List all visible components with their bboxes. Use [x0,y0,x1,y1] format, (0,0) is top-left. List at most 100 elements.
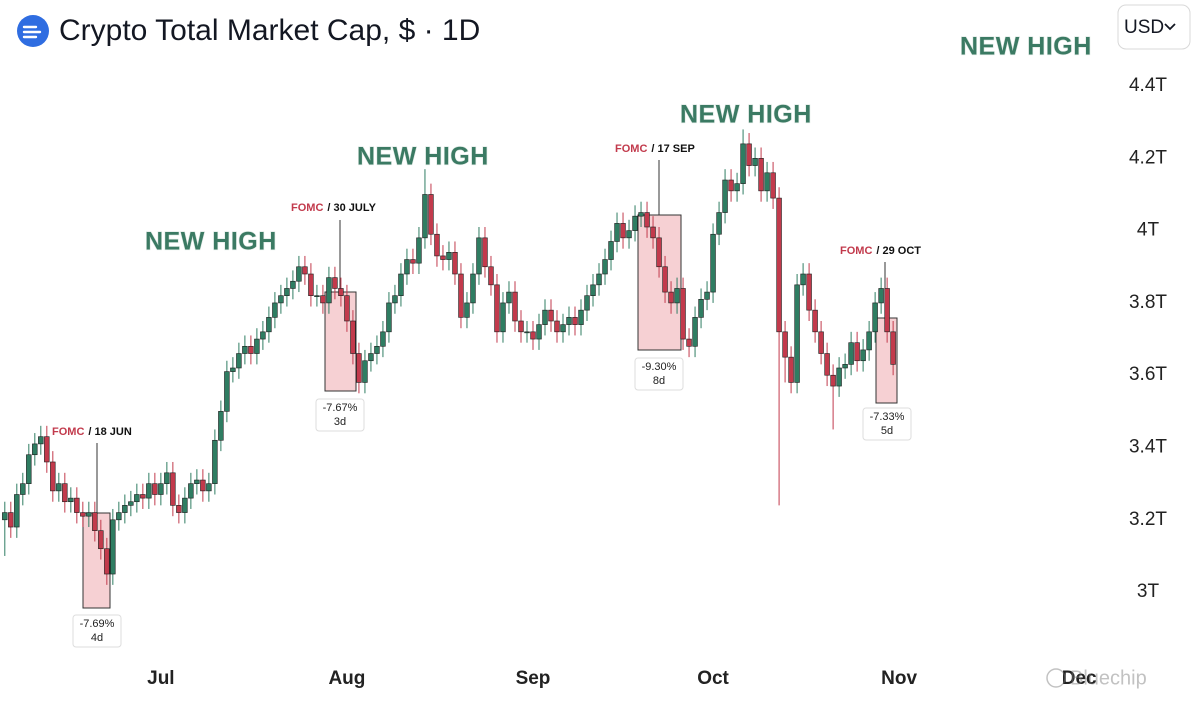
candle-body [98,530,104,550]
candle-body [734,183,740,192]
candle-body [842,364,848,369]
candle-body [812,309,818,333]
dropdown-arrow[interactable] [1164,23,1176,31]
candle-body [80,512,86,517]
candle-body [374,345,380,354]
candle-body [866,331,872,351]
candle-body [122,505,128,513]
candle-body [338,288,344,296]
candle-body [302,266,308,275]
candle-body [380,331,386,347]
result-duration: 8d [653,375,665,387]
candle-body [392,295,398,304]
candle-body [56,483,62,492]
candle-body [572,317,578,325]
candle-body [464,302,470,318]
candle-body [308,273,314,296]
candle-body [146,483,152,499]
candle-body [602,259,608,275]
fomc-label: FOMC / 18 JUN [52,426,132,438]
candle-body [116,512,122,521]
candle-body [470,273,476,304]
candle-body [776,197,782,333]
candle-body [20,483,26,495]
candle-body [674,288,680,304]
fomc-date: / 29 OCT [876,245,921,257]
result-change: -9.30% [642,361,677,373]
candle-body [848,342,854,365]
candle-body [398,273,404,296]
candle-body [518,320,524,333]
candle-body [218,411,224,441]
candle-body [404,259,410,275]
candle-body [8,512,14,528]
candle-body [68,497,74,503]
candle-body [290,280,296,289]
candle-body [182,497,188,513]
candle-body [668,291,674,304]
y-tick-label: 3.2T [1129,509,1167,530]
candle-body [164,472,170,484]
candle-body [224,371,230,412]
candle-body [830,374,836,387]
candle-body [554,320,560,333]
candle-body [770,172,776,199]
candle-body [200,479,206,492]
candle-body [578,309,584,325]
y-tick-label: 4T [1137,220,1160,241]
fomc-word: FOMC [52,426,84,438]
candle-body [590,284,596,296]
candle-body [410,259,416,264]
candle-body [512,291,518,322]
fomc-date: / 17 SEP [651,143,694,155]
candle-body [818,331,824,354]
candle-body [326,277,332,304]
fomc-range [637,214,682,351]
new-high-label: NEW HIGH [357,143,489,171]
candle-body [320,295,326,304]
candle-body [596,273,602,286]
result-box [315,398,365,432]
candle-body [32,443,38,456]
candle-body [836,367,842,387]
currency-button[interactable] [1117,4,1191,50]
new-high-label: NEW HIGH [960,33,1092,61]
candle-body [332,277,338,289]
x-tick-label: Oct [697,668,729,689]
candle-body [482,237,488,268]
candle-body [350,320,356,354]
candle-body [806,273,812,311]
result-duration: 3d [334,416,346,428]
candle-body [416,237,422,264]
x-tick-label: Jul [147,668,174,689]
candle-body [764,172,770,192]
new-high-label: NEW HIGH [145,228,277,256]
candle-body [152,483,158,495]
candle-body [188,483,194,499]
candle-body [260,331,266,340]
candle-body [44,436,50,463]
candle-body [500,302,506,333]
candle-body [74,497,80,513]
watermark: Bluechip [1070,667,1147,689]
candle-body [440,255,446,260]
new-high-label: NEW HIGH [680,101,812,129]
candle-body [704,291,710,300]
result-duration: 4d [91,632,103,644]
candle-body [746,143,752,166]
candles [2,129,896,585]
fomc-label: FOMC / 30 JULY [291,202,377,214]
candle-body [458,273,464,318]
y-tick-label: 3.4T [1129,437,1167,458]
fomc-word: FOMC [615,143,647,155]
result-change: -7.33% [870,411,905,423]
y-tick-label: 3T [1137,581,1160,602]
currency-label[interactable]: USD [1124,17,1164,38]
candle-body [584,295,590,311]
candle-body [884,288,890,333]
candle-body [680,288,686,340]
watermark-logo [1046,668,1066,688]
candle-body [608,241,614,260]
x-tick-label: Sep [516,668,551,689]
candle-body [26,454,32,484]
